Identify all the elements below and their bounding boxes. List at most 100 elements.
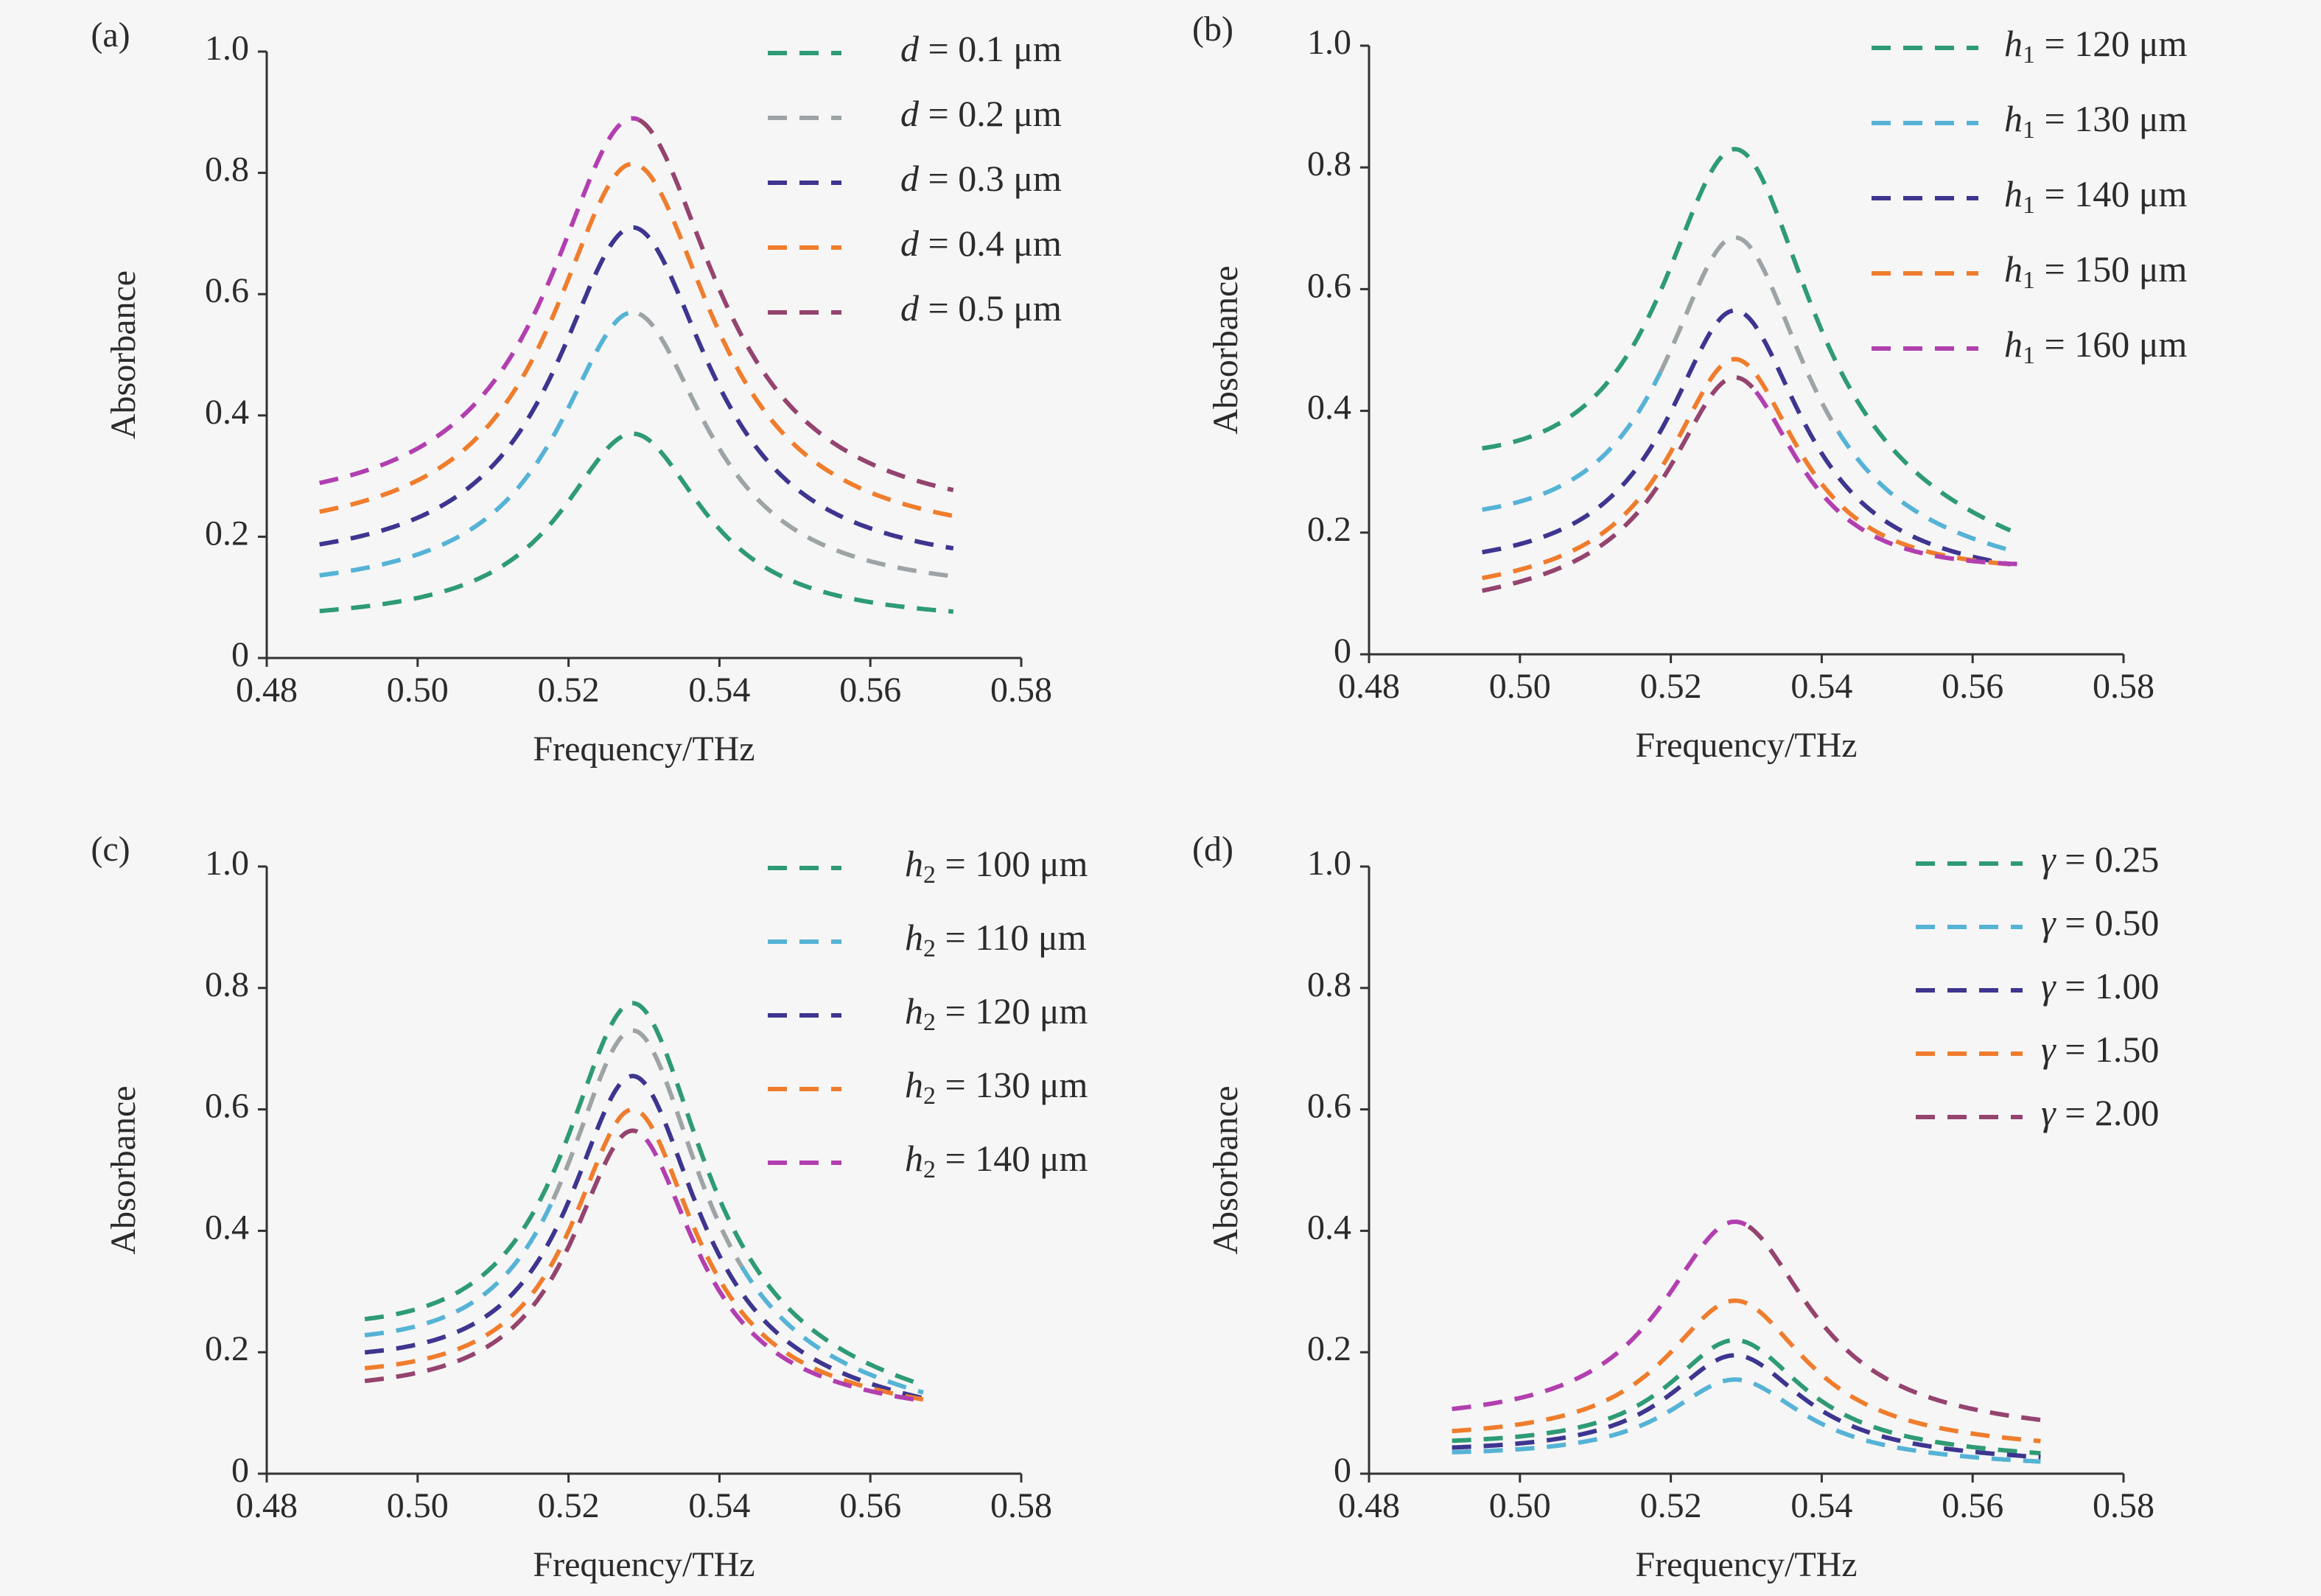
y-tick-label: 0.6 bbox=[1307, 266, 1351, 305]
x-tick-label: 0.48 bbox=[236, 671, 298, 710]
y-tick-label: 0 bbox=[1334, 1451, 1351, 1490]
series-line bbox=[1836, 430, 2012, 553]
x-axis-title: Frequency/THz bbox=[1635, 726, 1857, 765]
y-tick-label: 0.4 bbox=[1307, 388, 1351, 427]
series-line bbox=[1747, 1225, 2041, 1422]
x-tick-label: 0.48 bbox=[1338, 1486, 1400, 1525]
series-line bbox=[319, 310, 640, 578]
legend-label: h2 = 120 μm bbox=[905, 990, 1088, 1035]
legend-label: γ = 0.25 bbox=[2041, 839, 2159, 880]
y-tick-label: 0.4 bbox=[1307, 1208, 1351, 1247]
x-axis-title: Frequency/THz bbox=[533, 1545, 755, 1584]
y-tick-label: 1.0 bbox=[1307, 844, 1351, 883]
y-tick-label: 0.6 bbox=[205, 271, 249, 310]
x-tick-label: 0.56 bbox=[1942, 667, 2003, 706]
legend-label: h2 = 110 μm bbox=[905, 917, 1087, 962]
y-axis-title: Absorbance bbox=[1206, 265, 1245, 434]
y-tick-label: 1.0 bbox=[1307, 23, 1351, 62]
y-axis-title: Absorbance bbox=[1206, 1085, 1245, 1254]
series-line bbox=[319, 225, 954, 551]
x-tick-label: 0.50 bbox=[387, 671, 449, 710]
x-tick-label: 0.56 bbox=[1942, 1486, 2003, 1525]
legend-label: h1 = 140 μm bbox=[2004, 173, 2188, 218]
x-tick-label: 0.56 bbox=[839, 671, 901, 710]
legend-label: γ = 1.50 bbox=[2041, 1029, 2159, 1070]
y-tick-label: 0.2 bbox=[1307, 510, 1351, 549]
x-tick-label: 0.58 bbox=[2093, 1486, 2154, 1525]
legend-label: γ = 1.00 bbox=[2041, 965, 2159, 1007]
legend-label: d = 0.3 μm bbox=[900, 158, 1062, 199]
y-tick-label: 0.8 bbox=[1307, 144, 1351, 183]
series-line bbox=[1482, 357, 2011, 581]
series-line bbox=[319, 116, 640, 486]
y-tick-label: 0.6 bbox=[1307, 1087, 1351, 1126]
legend-label: h1 = 160 μm bbox=[2004, 323, 2188, 368]
panel-label: (a) bbox=[91, 15, 130, 55]
y-tick-label: 0.8 bbox=[205, 150, 249, 189]
y-tick-label: 0 bbox=[1334, 631, 1351, 671]
legend-label: h2 = 140 μm bbox=[905, 1138, 1088, 1183]
x-tick-label: 0.48 bbox=[236, 1486, 298, 1525]
legend-label: h1 = 120 μm bbox=[2004, 23, 2188, 68]
series-line bbox=[364, 1128, 648, 1384]
x-axis-title: Frequency/THz bbox=[1635, 1545, 1857, 1584]
legend-label: h1 = 150 μm bbox=[2004, 248, 2188, 293]
x-tick-label: 0.58 bbox=[990, 1486, 1052, 1525]
y-tick-label: 0.2 bbox=[205, 514, 249, 553]
x-tick-label: 0.50 bbox=[1489, 1486, 1551, 1525]
series-line bbox=[1482, 371, 1663, 512]
panel-label: (b) bbox=[1192, 10, 1233, 49]
x-tick-label: 0.52 bbox=[538, 1486, 600, 1525]
series-line bbox=[1452, 1298, 2041, 1443]
series-line bbox=[1482, 147, 2012, 533]
series-line bbox=[740, 1265, 924, 1395]
x-tick-label: 0.58 bbox=[990, 671, 1052, 710]
y-tick-label: 0 bbox=[231, 635, 249, 674]
series-line bbox=[364, 1107, 924, 1402]
panel-label: (c) bbox=[91, 830, 130, 869]
panel-c: (c) 0 0.2 0.4 0.6 0.8 1.0 0.48 0.50 0.52 0.54 0.56 0… bbox=[91, 830, 1088, 1584]
y-axis-title: Absorbance bbox=[104, 1085, 143, 1254]
series-line bbox=[1754, 390, 2026, 567]
legend-label: h1 = 130 μm bbox=[2004, 98, 2188, 143]
y-tick-label: 1.0 bbox=[205, 29, 249, 68]
y-tick-label: 1.0 bbox=[205, 844, 249, 883]
x-tick-label: 0.56 bbox=[839, 1486, 901, 1525]
panel-a: (a) 0 0.2 0.4 0.6 0.8 1.0 0.48 0.50 0.52 0.54 0.56 0… bbox=[91, 15, 1062, 769]
series-line bbox=[1482, 375, 1758, 593]
series-line bbox=[364, 1198, 556, 1337]
panel-d: (d) 0 0.2 0.4 0.6 0.8 1.0 0.48 0.50 0.52 0.54 0.56 0… bbox=[1192, 830, 2159, 1584]
y-tick-label: 0 bbox=[231, 1451, 249, 1490]
series-line bbox=[319, 161, 954, 519]
series-line bbox=[364, 1074, 924, 1401]
y-tick-label: 0.6 bbox=[205, 1087, 249, 1126]
x-tick-label: 0.48 bbox=[1338, 667, 1400, 706]
x-tick-label: 0.50 bbox=[387, 1486, 449, 1525]
x-tick-label: 0.54 bbox=[688, 671, 750, 710]
series-line bbox=[1452, 1377, 2041, 1464]
series-line bbox=[319, 431, 953, 614]
x-tick-label: 0.52 bbox=[538, 671, 600, 710]
x-tick-label: 0.54 bbox=[1790, 1486, 1852, 1525]
panel-label: (d) bbox=[1192, 830, 1233, 869]
y-tick-label: 0.8 bbox=[1307, 965, 1351, 1004]
series-line bbox=[1452, 1353, 2041, 1460]
y-tick-label: 0.2 bbox=[205, 1329, 249, 1368]
x-tick-label: 0.50 bbox=[1489, 667, 1551, 706]
y-tick-label: 0.4 bbox=[205, 1208, 249, 1247]
y-axis-title: Absorbance bbox=[104, 270, 143, 439]
x-tick-label: 0.52 bbox=[1640, 1486, 1702, 1525]
y-tick-label: 0.8 bbox=[205, 965, 249, 1004]
panel-b: (b) 0 0.2 0.4 0.6 0.8 1.0 0.48 0.50 0.52 0.54 0.56 0… bbox=[1192, 10, 2187, 765]
series-line bbox=[364, 1001, 924, 1387]
series-line bbox=[637, 312, 954, 579]
legend-label: γ = 0.50 bbox=[2041, 902, 2159, 943]
series-line bbox=[1452, 1337, 2041, 1456]
legend-label: h2 = 100 μm bbox=[905, 843, 1088, 888]
series-line bbox=[1482, 308, 2011, 567]
legend-label: d = 0.5 μm bbox=[900, 287, 1062, 329]
legend-label: d = 0.1 μm bbox=[900, 28, 1062, 69]
x-tick-label: 0.52 bbox=[1640, 667, 1702, 706]
x-tick-label: 0.58 bbox=[2093, 667, 2154, 706]
x-axis-title: Frequency/THz bbox=[533, 729, 755, 769]
